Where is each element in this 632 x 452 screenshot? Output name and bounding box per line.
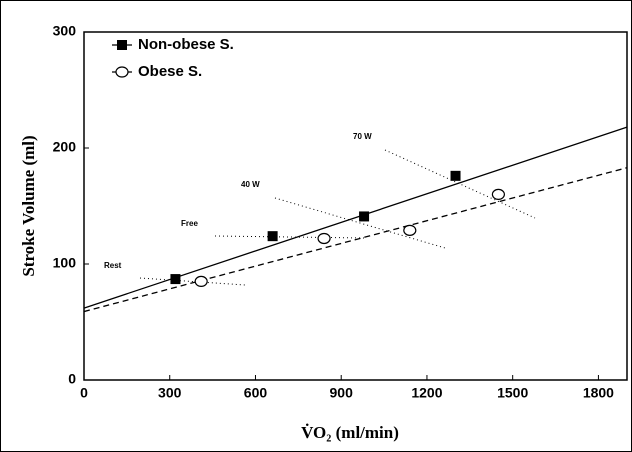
- annotation-leader: [139, 277, 246, 286]
- point: [317, 232, 331, 245]
- legend-marker: [117, 40, 127, 50]
- y-tick-label: 100: [53, 255, 77, 271]
- point: [403, 224, 417, 236]
- point: [491, 188, 505, 200]
- annotation: 40 W: [241, 180, 260, 189]
- annotation: Rest: [104, 261, 122, 270]
- x-tick-label: 600: [244, 385, 268, 401]
- point: [450, 170, 461, 181]
- annotation: 70 W: [353, 132, 372, 141]
- annotation-leader: [274, 197, 446, 249]
- fit-line: [83, 167, 628, 313]
- x-tick-label: 0: [80, 385, 88, 401]
- point: [267, 231, 278, 242]
- point: [359, 211, 370, 222]
- plot-frame: [83, 31, 628, 381]
- annotation: Free: [181, 219, 198, 228]
- x-axis-label: V̇O₂ (ml/min): [301, 423, 399, 442]
- x-tick-label: 1800: [583, 385, 614, 401]
- legend-label: Non-obese S.: [138, 36, 234, 53]
- point: [194, 275, 208, 287]
- x-tick-label: 300: [158, 385, 182, 401]
- y-tick-label: 300: [53, 23, 77, 39]
- y-tick-label: 0: [68, 371, 76, 387]
- y-axis-label: Stroke Volume (ml): [19, 135, 38, 276]
- point: [170, 274, 181, 285]
- fit-line: [83, 126, 628, 309]
- x-tick-label: 1500: [497, 385, 528, 401]
- y-tick-label: 200: [53, 139, 77, 155]
- annotation-leader: [214, 235, 366, 239]
- x-tick-label: 1200: [411, 385, 442, 401]
- legend-label: Obese S.: [138, 63, 202, 80]
- annotation-leader: [384, 149, 536, 219]
- x-tick-label: 900: [330, 385, 354, 401]
- legend-marker: [115, 66, 129, 78]
